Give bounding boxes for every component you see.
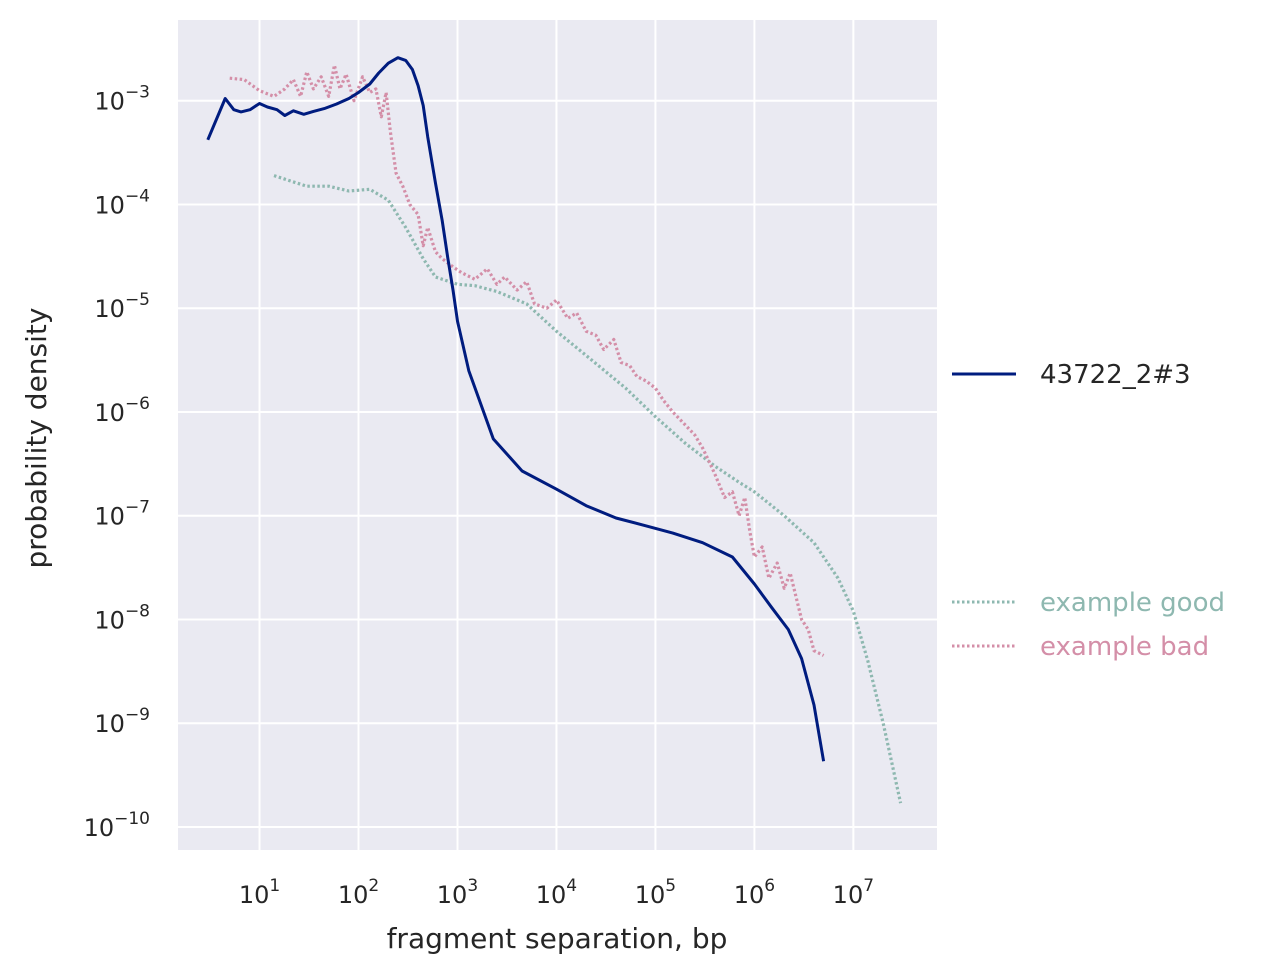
- y-tick-label: 10−7: [94, 498, 150, 531]
- x-ticks: 101 102 103 104 105 106 107: [239, 876, 874, 909]
- x-tick-label: 102: [338, 876, 379, 909]
- x-tick-label: 105: [635, 876, 676, 909]
- x-axis-label: fragment separation, bp: [387, 922, 728, 955]
- legend-label: 43722_2#3: [1040, 360, 1191, 390]
- legend-label: example good: [1040, 588, 1225, 618]
- series-line: [273, 174, 903, 804]
- y-tick-label: 10−4: [94, 186, 150, 219]
- y-ticks: 10−3 10−4 10−5 10−6 10−7 10−8 10−9 10−10: [84, 83, 150, 842]
- y-tick-label: 10−10: [84, 809, 150, 842]
- y-tick-label: 10−3: [94, 83, 150, 116]
- legend-label: example bad: [1040, 632, 1209, 662]
- plot-area: [178, 20, 937, 850]
- y-tick-label: 10−9: [94, 705, 150, 738]
- y-tick-label: 10−5: [94, 290, 150, 323]
- x-tick-label: 107: [833, 876, 874, 909]
- x-tick-label: 106: [734, 876, 775, 909]
- y-tick-label: 10−8: [94, 601, 150, 634]
- y-axis-label: probability density: [20, 308, 53, 569]
- series-line: [229, 63, 825, 657]
- series-line: [206, 56, 826, 762]
- x-tick-label: 101: [239, 876, 280, 909]
- series-layer: [206, 56, 903, 804]
- y-tick-label: 10−6: [94, 394, 150, 427]
- x-tick-label: 103: [437, 876, 478, 909]
- grid: [178, 20, 937, 850]
- x-tick-label: 104: [536, 876, 577, 909]
